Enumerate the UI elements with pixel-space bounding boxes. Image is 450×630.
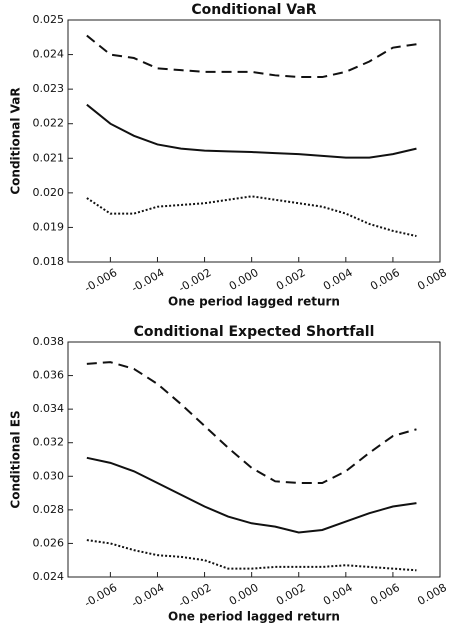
series-line — [86, 34, 417, 79]
plot-frame — [67, 19, 441, 263]
x-tick-label: 0.000 — [227, 581, 261, 608]
x-tick-label: -0.004 — [129, 581, 166, 610]
y-axis-title: Conditional ES — [9, 410, 23, 508]
y-tick-label: 0.018 — [33, 255, 65, 268]
y-tick-label: 0.026 — [33, 536, 65, 549]
x-tick-label: 0.004 — [321, 581, 355, 608]
y-tick-label: 0.036 — [33, 369, 65, 382]
y-tick-label: 0.030 — [33, 469, 65, 482]
x-tick-label: 0.002 — [274, 581, 308, 608]
x-tick-label: 0.000 — [227, 266, 261, 293]
series-line — [86, 103, 417, 159]
chart-title: Conditional Expected Shortfall — [134, 324, 375, 340]
x-tick-label: -0.006 — [82, 581, 119, 610]
x-axis-title: One period lagged return — [168, 610, 340, 624]
y-tick-label: 0.024 — [33, 570, 65, 583]
y-tick-label: 0.019 — [33, 220, 65, 233]
series-line — [86, 361, 417, 484]
x-tick-label: -0.006 — [82, 266, 119, 295]
series-line — [86, 195, 417, 238]
plot-frame — [67, 341, 441, 578]
x-tick-label: -0.004 — [129, 266, 166, 295]
y-tick-label: 0.020 — [33, 186, 65, 199]
x-tick-label: 0.008 — [415, 266, 449, 293]
y-tick-label: 0.022 — [33, 117, 65, 130]
x-tick-label: 0.002 — [274, 266, 308, 293]
y-tick-label: 0.038 — [33, 335, 65, 348]
x-axis-title: One period lagged return — [168, 295, 340, 309]
series-line — [86, 456, 417, 534]
x-tick-label: 0.004 — [321, 266, 355, 293]
chart-title: Conditional VaR — [191, 2, 316, 18]
x-tick-label: -0.002 — [176, 581, 213, 610]
y-axis-title: Conditional VaR — [9, 87, 23, 194]
x-tick-label: 0.006 — [368, 581, 402, 608]
x-tick-label: 0.008 — [415, 581, 449, 608]
y-tick-label: 0.025 — [33, 13, 65, 26]
y-tick-label: 0.023 — [33, 82, 65, 95]
y-tick-label: 0.024 — [33, 48, 65, 61]
y-tick-label: 0.028 — [33, 503, 65, 516]
y-tick-label: 0.032 — [33, 436, 65, 449]
x-tick-label: -0.002 — [176, 266, 213, 295]
y-tick-label: 0.021 — [33, 151, 65, 164]
x-tick-label: 0.006 — [368, 266, 402, 293]
y-tick-label: 0.034 — [33, 402, 65, 415]
series-line — [86, 539, 417, 572]
